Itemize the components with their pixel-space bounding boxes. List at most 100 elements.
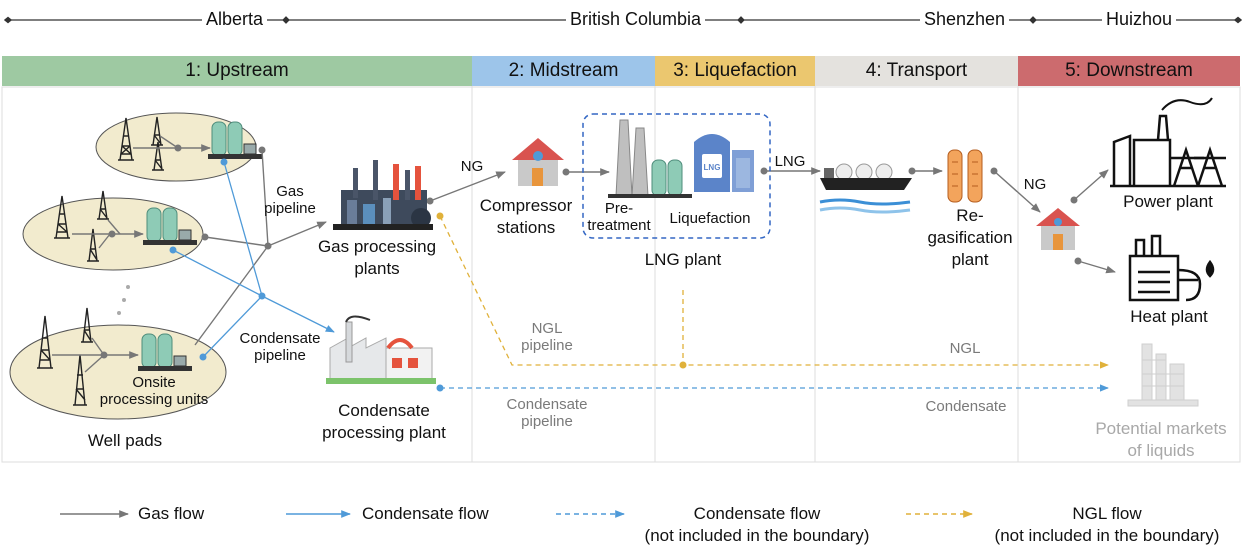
lng-plant-label: LNG plant (644, 250, 722, 269)
potential-markets-label: Potential markets of liquids (1078, 418, 1244, 462)
condensate-pipeline-dashed-line: pipeline (521, 413, 573, 430)
legend-condensate-dashed-label: Condensate flow (not included in the bou… (626, 503, 888, 547)
gas-flow-lines (194, 149, 1116, 346)
power-plant-icon (1110, 97, 1226, 188)
power-plant-label: Power plant (1123, 192, 1213, 211)
lng-plant-boundary (582, 113, 771, 239)
condensate-pipeline-dashed-label: Condensate pipeline (494, 396, 600, 430)
legend-ngl-flow-line: (not included in the boundary) (994, 526, 1220, 545)
liquefaction-tank-icon: LNG (694, 134, 754, 192)
derrick-icon (152, 141, 164, 171)
gas-processing-plants-line: plants (354, 259, 400, 278)
lng-flow-label: LNG (774, 153, 806, 170)
stage-liquefaction: 3: Liquefaction (673, 60, 797, 81)
dashed-flows (436, 212, 1109, 392)
potential-markets-line: of liquids (1127, 441, 1195, 460)
compressor-station-icon (512, 138, 564, 186)
gas-pipeline-label-line: pipeline (264, 200, 316, 217)
legend-gas-flow-label: Gas flow (138, 504, 205, 523)
legend-condensate-dashed-line: (not included in the boundary) (644, 526, 870, 545)
ngl-flow-label: NGL (949, 340, 981, 357)
regasification-line: plant (951, 250, 989, 269)
lng-ship-icon (819, 163, 912, 214)
region-shenzhen: Shenzhen (920, 8, 1010, 30)
ngl-pipeline-line: NGL (531, 320, 563, 337)
condensate-processing-plant-line: processing plant (322, 423, 446, 442)
gas-processing-plants-label: Gas processing plants (302, 236, 452, 280)
derrick-icon (37, 315, 53, 369)
pretreatment-line: Pre- (604, 200, 634, 217)
legend-condensate-dashed-line: Condensate flow (693, 504, 821, 523)
tank-icon (208, 121, 262, 159)
condensate-pipeline-label: Condensate pipeline (232, 330, 328, 364)
gas-pipeline-label: Gas pipeline (258, 183, 322, 217)
liquefaction-label: Liquefaction (669, 210, 751, 227)
condensate-processing-plant-label: Condensate processing plant (306, 400, 462, 444)
regasification-plant-label: Re- gasification plant (920, 205, 1020, 271)
regasification-line: gasification (927, 228, 1013, 247)
more-dots-icon (117, 285, 130, 315)
stage-midstream: 2: Midstream (508, 60, 619, 81)
potential-markets-icon (1127, 343, 1199, 407)
ng-label-midstream: NG (460, 158, 484, 175)
derrick-icon (97, 190, 109, 220)
condensate-flow-lines (172, 161, 335, 358)
derrick-icon (118, 117, 134, 161)
gas-processing-plant-icon (333, 160, 433, 230)
condensate-flow-label: Condensate (925, 398, 1007, 415)
onsite-units-line: Onsite (132, 374, 176, 391)
junction-dots (100, 144, 182, 359)
region-british-columbia: British Columbia (566, 8, 706, 30)
condensate-processing-plant-line: Condensate (338, 401, 430, 420)
legend-ngl-flow-label: NGL flow (not included in the boundary) (976, 503, 1238, 547)
stage-transport: 4: Transport (865, 60, 968, 81)
tank-icon (138, 333, 192, 371)
compressor-stations-label: Compressor stations (470, 195, 582, 239)
onsite-processing-units-label: Onsite processing units (92, 374, 216, 408)
legend-condensate-flow-label: Condensate flow (362, 504, 489, 523)
regasification-plant-icon (947, 149, 983, 203)
regasification-line: Re- (956, 206, 984, 225)
region-alberta: Alberta (202, 8, 268, 30)
stage-downstream: 5: Downstream (1065, 60, 1193, 81)
condensate-pipeline-label-line: pipeline (254, 347, 306, 364)
heat-plant-icon (1128, 234, 1215, 302)
pretreatment-label: Pre- treatment (581, 200, 657, 234)
derrick-icon (54, 195, 70, 239)
derrick-icon (87, 228, 99, 262)
pretreatment-line: treatment (587, 217, 651, 234)
stage-bar-midstream (472, 56, 655, 86)
compressor-stations-line: Compressor (479, 196, 573, 215)
pretreatment-icon (608, 119, 692, 198)
well-pads-label: Well pads (87, 431, 163, 450)
gas-pipeline-label-line: Gas (276, 183, 304, 200)
stage-bars (2, 56, 1240, 86)
ngl-pipeline-line: pipeline (521, 337, 573, 354)
tank-lng-text: LNG (704, 163, 721, 172)
stage-bar-upstream (2, 56, 472, 86)
stage-bar-transport (815, 56, 1018, 86)
stage-bar-liquefaction (655, 56, 815, 86)
timeline-tick (282, 16, 290, 24)
legend-ngl-flow-line: NGL flow (1072, 504, 1142, 523)
distribution-house-icon (1036, 208, 1080, 250)
gas-processing-plants-line: Gas processing (317, 237, 437, 256)
ng-label-downstream: NG (1023, 176, 1047, 193)
timeline-tick (737, 16, 745, 24)
compressor-stations-line: stations (496, 218, 556, 237)
ngl-pipeline-label: NGL pipeline (512, 320, 582, 354)
derrick-icon (151, 116, 163, 146)
onsite-units-line: processing units (99, 391, 209, 408)
condensate-pipeline-label-line: Condensate (239, 330, 321, 347)
heat-plant-label: Heat plant (1130, 307, 1208, 326)
potential-markets-line: Potential markets (1095, 419, 1227, 438)
condensate-processing-plant-icon (326, 315, 436, 384)
onsite-tank-icons (138, 121, 262, 371)
derrick-icon (81, 307, 93, 343)
region-huizhou: Huizhou (1102, 8, 1177, 30)
tank-icon (143, 207, 197, 245)
timeline-tick (1029, 16, 1037, 24)
condensate-pipeline-dashed-line: Condensate (506, 396, 588, 413)
stage-upstream: 1: Upstream (185, 60, 289, 81)
